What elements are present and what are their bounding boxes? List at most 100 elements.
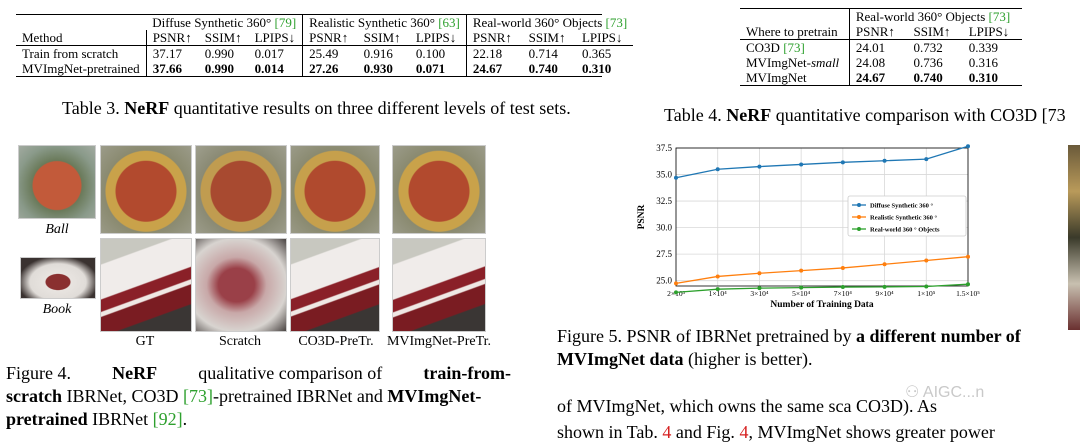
data-point [966, 254, 970, 259]
figure5-caption: Figure 5. PSNR of IBRNet pretrained by a… [557, 326, 1021, 369]
cell: 0.310 [581, 61, 612, 76]
data-point [840, 160, 845, 165]
data-point [882, 262, 887, 267]
y-tick-label: 30.0 [656, 223, 672, 233]
cell: 37.66 [152, 61, 182, 76]
x-tick-label: 9×10⁴ [876, 289, 894, 298]
cropped-image-edge [1068, 145, 1080, 330]
col-label-gt: GT [135, 334, 155, 349]
data-point [715, 287, 720, 292]
data-point [924, 284, 929, 289]
metric-header: SSIM↑ [913, 24, 951, 39]
cake-mvimgnet-image [392, 238, 486, 332]
watermark: ⚇ AIGC...n [905, 384, 985, 401]
data-point [799, 285, 804, 290]
table-row: MVImgNet 24.67 0.740 0.310 [740, 70, 1022, 85]
legend-marker [857, 215, 861, 219]
series-line [675, 256, 969, 284]
table-row: Train from scratch 37.17 0.990 0.017 25.… [16, 45, 634, 61]
table3-group-2: Realistic Synthetic 360° [63] [302, 15, 467, 30]
table4-group: Real-world 360° Objects [73] [855, 9, 1011, 24]
metric-header: LPIPS↓ [968, 24, 1010, 39]
cell: 0.714 [528, 46, 558, 61]
blank [740, 9, 850, 24]
y-tick-label: 25.0 [656, 276, 672, 286]
table-row: MVImgNet-pretrained 37.66 0.990 0.014 27… [16, 61, 633, 76]
metric-header: SSIM↑ [363, 30, 401, 45]
data-point [715, 167, 720, 172]
metric-header: SSIM↑ [204, 30, 242, 45]
row-label-book: Book [42, 302, 72, 317]
table3-method-label: Method [16, 30, 147, 46]
x-tick-label: 1.5×10⁵ [956, 289, 980, 298]
data-point [966, 144, 970, 149]
cell: 0.990 [204, 46, 235, 61]
metric-header: PSNR↑ [152, 30, 192, 45]
cell: 0.310 [968, 70, 998, 85]
table4-caption: Table 4. NeRF quantitative comparison wi… [664, 105, 1066, 125]
legend-label: Realistic Synthetic 360 ° [870, 215, 937, 222]
figure4-caption: Figure 4. NeRF qualitative comparison of… [6, 363, 511, 429]
metric-header: PSNR↑ [855, 24, 895, 39]
x-tick-label: 3×10⁴ [750, 289, 768, 298]
series-line [675, 283, 969, 294]
data-point [966, 282, 970, 287]
metric-header: LPIPS↓ [248, 30, 304, 46]
cell: 0.990 [204, 61, 235, 76]
y-tick-label: 32.5 [656, 196, 672, 206]
data-point [799, 268, 804, 273]
legend-label: Diffuse Synthetic 360 ° [870, 203, 933, 210]
col-label-scratch: Scratch [219, 334, 261, 349]
wechat-icon: ⚇ [905, 384, 923, 401]
x-tick-label: 7×10⁴ [834, 289, 852, 298]
metric-header: PSNR↑ [472, 30, 512, 45]
x-tick-label: 1×10⁴ [709, 289, 727, 298]
data-point [924, 157, 929, 162]
cell: 0.930 [363, 61, 393, 76]
table3-caption: Table 3. NeRF quantitative results on th… [62, 98, 571, 118]
data-point [674, 175, 678, 180]
row-name: MVImgNet [740, 70, 850, 85]
metric-header: LPIPS↓ [409, 30, 467, 46]
table4: Real-world 360° Objects [73] Where to pr… [740, 8, 1040, 86]
cell: 0.316 [968, 55, 998, 70]
data-point [715, 274, 720, 279]
table3-group-3: Real-world 360° Objects [73] [472, 15, 628, 30]
y-tick-label: 35.0 [656, 170, 672, 180]
data-point [674, 290, 678, 295]
cell: 0.740 [528, 61, 558, 76]
data-point [840, 285, 845, 290]
ball-mvimgnet-image [392, 145, 486, 234]
data-point [757, 164, 762, 169]
cell: 24.01 [855, 40, 886, 55]
cell: 27.26 [309, 61, 339, 76]
cell: 0.740 [913, 70, 943, 85]
data-point [840, 265, 845, 270]
data-point [924, 258, 929, 263]
cake-gt-image [100, 238, 192, 332]
ball-scratch-image [195, 145, 287, 234]
cell: 0.916 [363, 46, 393, 61]
ball-co3d-image [290, 145, 380, 234]
row-name: CO3D [73] [740, 39, 850, 55]
cell: 37.17 [152, 46, 182, 61]
legend-label: Real-world 360 ° Objects [870, 227, 940, 234]
cake-scratch-image [195, 238, 287, 332]
cell: 0.071 [409, 61, 467, 76]
table-row: MVImgNet-small 24.08 0.736 0.316 [740, 55, 1022, 70]
table3: Diffuse Synthetic 360° [79] Realistic Sy… [16, 14, 634, 77]
legend-marker [857, 203, 861, 207]
cell: 24.67 [472, 61, 503, 76]
y-axis-label: PSNR [637, 204, 647, 229]
cake-co3d-image [290, 238, 380, 332]
metric-header: SSIM↑ [528, 30, 566, 45]
table3-group-1: Diffuse Synthetic 360° [79] [146, 15, 304, 30]
cell: 24.08 [855, 55, 886, 70]
table3-method-header [16, 15, 146, 30]
cell: 0.017 [248, 45, 304, 61]
book-thumbnail [20, 257, 96, 299]
cell: 0.365 [581, 46, 612, 61]
ball-thumbnail [18, 145, 96, 219]
body-text: of MVImgNet, which owns the same sca CO3… [557, 396, 995, 442]
data-point [882, 158, 887, 163]
